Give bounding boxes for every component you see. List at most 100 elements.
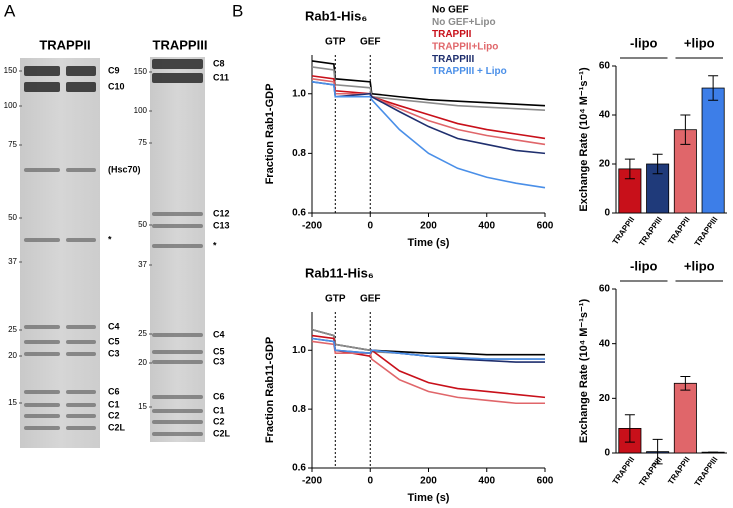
x-tick-label: -200 — [302, 476, 322, 487]
y-tick-label: 0 — [604, 448, 610, 459]
y-tick-label: 40 — [599, 110, 611, 121]
y-tick-label: 1.0 — [292, 345, 306, 356]
legend-entry: TRAPPII+Lipo — [432, 42, 498, 53]
x-tick-label: 200 — [420, 476, 437, 487]
mw-label: 25 — [8, 325, 17, 334]
mw-label: 100 — [134, 106, 148, 115]
gel-band — [152, 244, 203, 248]
gel-band — [24, 238, 60, 242]
error-bar — [652, 438, 663, 465]
gel-band — [66, 82, 96, 92]
marker-label: GEF — [360, 294, 381, 305]
band-label: * — [108, 234, 112, 244]
x-tick-label: TRAPPIII — [693, 455, 720, 488]
gel-band — [152, 409, 203, 413]
gel-band — [152, 224, 203, 228]
group-label: -lipo — [630, 258, 657, 273]
y-axis-label: Fraction Rab1-GDP — [264, 84, 276, 185]
gel-title: TRAPPIII — [153, 37, 208, 52]
series-line — [311, 66, 546, 111]
marker-label: GTP — [325, 37, 346, 48]
band-label: C6 — [213, 391, 225, 401]
mw-label: 20 — [138, 358, 147, 367]
error-bar — [624, 158, 635, 180]
gel-band — [66, 414, 96, 418]
band-label: C1 — [108, 399, 120, 409]
band-label: C8 — [213, 58, 225, 68]
band-label: (Hsc70) — [108, 164, 141, 174]
band-label: C2L — [213, 428, 231, 438]
mw-label: 75 — [8, 140, 17, 149]
gel-band — [152, 73, 203, 83]
gel-band — [66, 426, 96, 430]
band-label: C5 — [108, 336, 120, 346]
x-tick-label: TRAPPIII — [637, 215, 664, 248]
marker-label: GTP — [325, 294, 346, 305]
gel-band — [66, 340, 96, 344]
x-tick-label: 400 — [478, 221, 495, 232]
error-bar — [680, 375, 691, 391]
gel-band — [24, 325, 60, 329]
series-line — [311, 78, 546, 146]
gel-band — [152, 360, 203, 364]
mw-label: 150 — [4, 66, 18, 75]
gel-title: TRAPPII — [39, 37, 90, 52]
gel-band — [66, 390, 96, 394]
band-label: C1 — [213, 405, 225, 415]
x-tick-label: 0 — [367, 476, 373, 487]
band-label: C2 — [108, 410, 120, 420]
y-axis-label: Exchange Rate (10⁴ M⁻¹s⁻¹) — [578, 67, 590, 212]
gel-band — [24, 82, 60, 92]
band-label: C13 — [213, 220, 230, 230]
band-label: C2 — [213, 416, 225, 426]
gel-band — [24, 403, 60, 407]
x-tick-label: TRAPPII — [666, 455, 691, 486]
y-tick-label: 0.8 — [292, 404, 306, 415]
error-bar — [708, 75, 719, 101]
y-tick-label: 0.6 — [292, 208, 306, 219]
gel-band — [152, 350, 203, 354]
gel-band — [66, 352, 96, 356]
legend-entry: TRAPPIII + Lipo — [432, 66, 507, 77]
mw-label: 50 — [8, 213, 17, 222]
x-tick-label: TRAPPII — [611, 215, 636, 246]
gel-band — [152, 59, 203, 69]
x-axis-label: Time (s) — [408, 237, 450, 249]
band-label: C3 — [108, 348, 120, 358]
gel-band — [24, 66, 60, 76]
x-tick-label: -200 — [302, 221, 322, 232]
series-line — [311, 334, 546, 399]
gel-band — [152, 420, 203, 424]
group-label: -lipo — [630, 35, 657, 50]
band-label: C6 — [108, 386, 120, 396]
mw-label: 37 — [138, 260, 147, 269]
x-tick-label: 400 — [478, 476, 495, 487]
gel-band — [66, 403, 96, 407]
x-tick-label: TRAPPII — [666, 215, 691, 246]
band-label: C11 — [213, 72, 229, 82]
band-label: * — [213, 240, 217, 250]
gel-band — [152, 395, 203, 399]
y-tick-label: 0.8 — [292, 148, 306, 159]
y-tick-label: 60 — [599, 61, 611, 72]
band-label: C2L — [108, 422, 126, 432]
x-tick-label: 600 — [537, 476, 554, 487]
gel-band — [24, 390, 60, 394]
legend-entry: TRAPPIII — [432, 54, 474, 65]
mw-label: 25 — [138, 329, 147, 338]
mw-label: 20 — [8, 351, 17, 360]
mw-label: 37 — [8, 257, 17, 266]
gel-band — [152, 432, 203, 436]
gel-band — [66, 238, 96, 242]
marker-label: GEF — [360, 37, 381, 48]
gel-band — [66, 325, 96, 329]
band-label: C5 — [213, 346, 225, 356]
y-tick-label: 0 — [604, 208, 610, 219]
mw-label: 150 — [134, 67, 148, 76]
y-tick-label: 20 — [599, 159, 611, 170]
mw-label: 75 — [138, 138, 147, 147]
x-axis-label: Time (s) — [408, 492, 450, 504]
gel-band — [24, 426, 60, 430]
